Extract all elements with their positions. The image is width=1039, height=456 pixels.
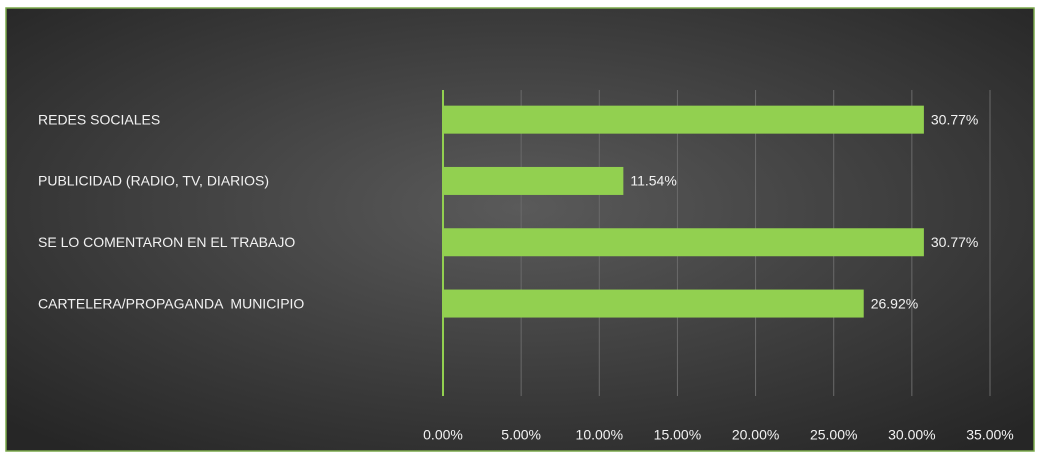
x-tick-label: 0.00% [423,427,463,443]
y-tick-label: SE LO COMENTARON EN EL TRABAJO [38,234,295,250]
x-tick-label: 15.00% [654,427,701,443]
bar [443,289,864,318]
bar [443,166,624,195]
x-tick-label: 25.00% [810,427,857,443]
y-tick-label: REDES SOCIALES [38,111,160,127]
x-tick-label: 30.00% [888,427,935,443]
data-label: 30.77% [931,234,978,250]
x-tick-label: 5.00% [501,427,541,443]
data-label: 11.54% [630,173,676,189]
y-tick-label: PUBLICIDAD (RADIO, TV, DIARIOS) [38,173,269,189]
y-tick-label: CARTELERA/PROPAGANDA MUNICIPIO [38,295,304,311]
x-tick-label: 20.00% [732,427,779,443]
data-label: 30.77% [931,111,978,127]
bar [443,105,924,134]
bar [443,228,924,257]
x-tick-label: 35.00% [966,427,1013,443]
data-label: 26.92% [871,295,918,311]
x-tick-label: 10.00% [576,427,623,443]
